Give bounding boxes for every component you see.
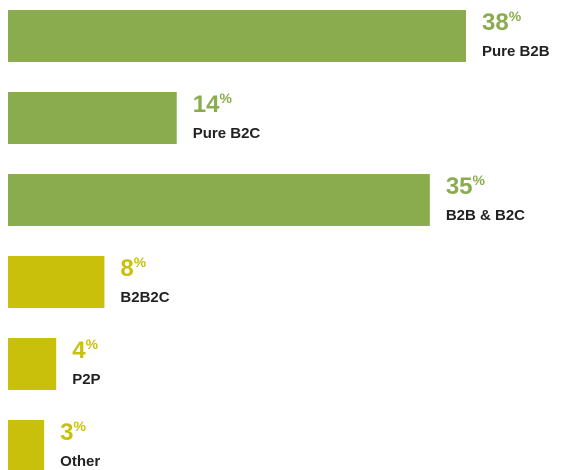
value-number: 14 (193, 91, 220, 118)
value-unit: % (86, 336, 99, 352)
bar (8, 10, 466, 62)
value-number: 35 (446, 173, 473, 200)
value-unit: % (74, 418, 87, 434)
category-label: Pure B2B (482, 43, 550, 60)
category-label: B2B & B2C (446, 207, 525, 224)
value-number: 3 (60, 419, 73, 446)
value-label: 3% (60, 418, 86, 447)
value-unit: % (509, 8, 522, 24)
value-label: 38% (482, 8, 522, 37)
category-label: P2P (72, 371, 100, 388)
bar (8, 338, 57, 390)
value-number: 4 (72, 337, 86, 364)
value-unit: % (134, 254, 147, 270)
value-unit: % (219, 90, 232, 106)
value-unit: % (473, 172, 486, 188)
value-label: 14% (193, 90, 233, 119)
value-label: 8% (120, 254, 146, 283)
value-number: 38 (482, 9, 509, 36)
category-label: Pure B2C (193, 125, 261, 142)
bar (8, 174, 430, 226)
bar (8, 420, 45, 470)
value-label: 35% (446, 172, 486, 201)
category-label: B2B2C (120, 289, 169, 306)
bar (8, 256, 105, 308)
value-label: 4% (72, 336, 98, 365)
category-label: Other (60, 453, 100, 470)
bar (8, 92, 177, 144)
value-number: 8 (120, 255, 133, 282)
